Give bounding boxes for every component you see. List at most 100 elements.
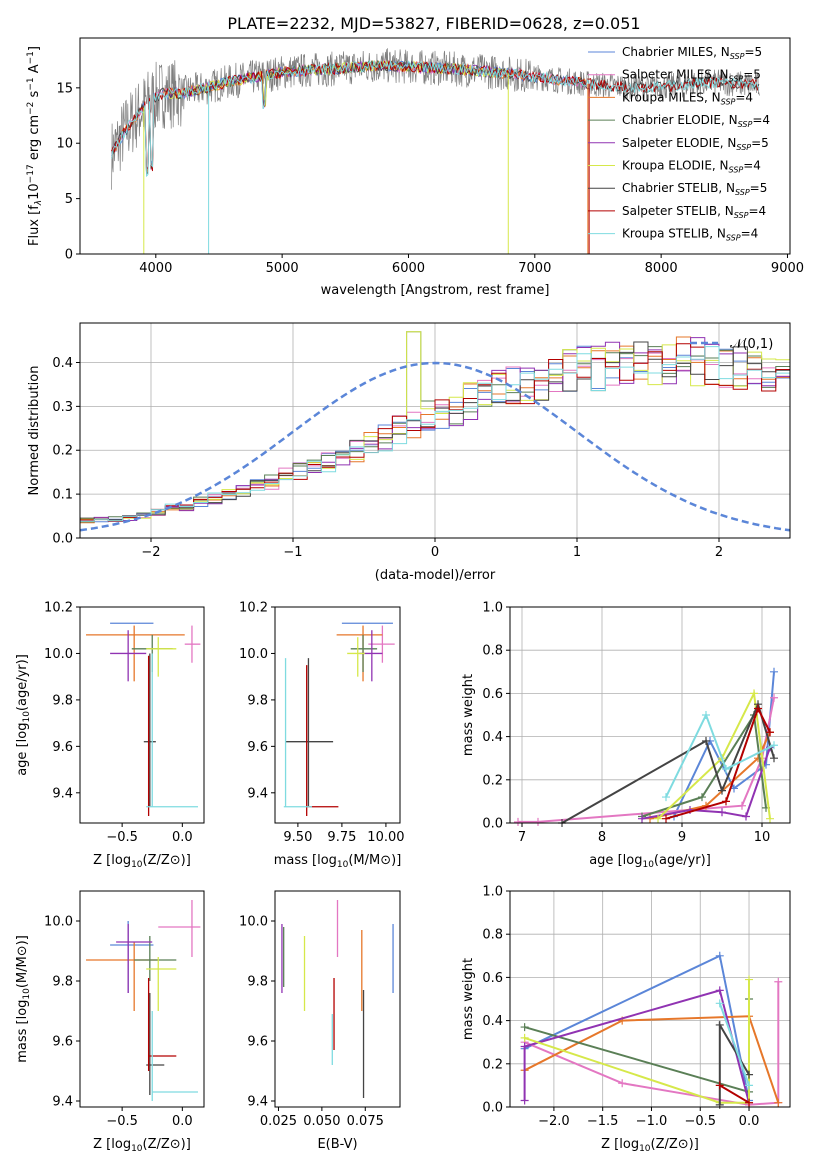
series-marker (638, 814, 646, 823)
errorbar-kroupa-elodie (146, 637, 177, 677)
series-marker (742, 812, 750, 821)
series-marker (718, 786, 726, 795)
x-tick-label: 9 (678, 830, 686, 845)
series-marker (745, 1081, 754, 1090)
y-tick-label: 0.4 (52, 356, 73, 371)
series-marker (715, 986, 724, 995)
series-salpeter-stelib (715, 1081, 754, 1107)
panel-weight_vs_Z: −2.0 −1.5 −1.0 −0.5 0.0 0.0 0.2 0.4 0.6 0.8 1.0 Z [… (461, 885, 791, 1154)
y-tick-label: 0.3 (52, 400, 73, 415)
spectrum-xlabel: wavelength [Angstrom, rest frame] (321, 283, 550, 298)
x-tick-label: 4000 (139, 261, 172, 276)
legend-label-kroupa-elodie-n: Kroupa ELODIE, NSSP=4 (622, 159, 761, 175)
errorbar-salpeter-stelib (306, 665, 339, 817)
series-marker (745, 1070, 754, 1079)
chart-layer: 4000 5000 6000 7000 8000 9000051015wavelength… (15, 37, 804, 1154)
errorbar-chabrier-stelib (143, 653, 156, 807)
y-tick-label: 9.8 (247, 693, 268, 708)
x-tick-label: −2 (141, 545, 160, 560)
legend-label-salpeter-elodie-n: Salpeter ELODIE, NSSP=5 (622, 136, 769, 152)
y-tick-label: 0.4 (482, 730, 503, 745)
x-tick-label: 6000 (392, 261, 425, 276)
legend-label-salpeter-stelib-n: Salpeter STELIB, NSSP=4 (622, 204, 766, 220)
series-line (665, 712, 775, 798)
y-tick-label: 0.0 (482, 817, 503, 832)
x-tick-label: −2.0 (538, 1114, 570, 1129)
age_vs_Z-ylabel: age [log10(age/yr)] (15, 654, 32, 776)
residuals-xlabel: (data-model)/error (375, 568, 496, 583)
axes-frame (79, 890, 205, 1108)
series-marker (774, 1098, 783, 1107)
plot-area (514, 667, 778, 827)
x-tick-label: −0.5 (106, 830, 138, 845)
x-tick-label: 2 (715, 545, 723, 560)
series-salpeter-elodie (520, 986, 754, 1107)
series-marker (514, 817, 522, 826)
x-tick-label: 0.0 (172, 1114, 193, 1129)
panel-spectrum: 4000 5000 6000 7000 8000 9000 0 5 10 15 wavelength… (26, 37, 804, 298)
series-marker (520, 1033, 529, 1042)
y-tick-label: 5 (65, 192, 73, 207)
legend-label-chabrier-stelib-n: Chabrier STELIB, NSSP=5 (622, 181, 767, 197)
errorbar-salpeter-miles (158, 900, 201, 957)
errorbar-salpeter-stelib (147, 978, 177, 1071)
y-tick-label: 0.8 (482, 644, 503, 659)
series-line (719, 1084, 750, 1104)
x-tick-label: −1.5 (587, 1114, 619, 1129)
series-kroupa-stelib (715, 999, 754, 1090)
histogram-salpeter-stelib (80, 343, 790, 522)
model-spectrum-kroupa-elodie (167, 60, 510, 107)
errorbar-kroupa-elodie (146, 957, 177, 1011)
panel-mass_vs_ebv: 0.025 0.050 0.075 9.4 9.6 9.8 10.0 E(B-V) (239, 890, 401, 1152)
y-tick-label: 0.4 (482, 1014, 503, 1029)
y-tick-label: 15 (56, 81, 73, 96)
series-line (524, 999, 750, 1094)
y-tick-label: 0.0 (52, 532, 73, 547)
histogram-chabrier-stelib (80, 341, 790, 521)
model-spectrum-kroupa-stelib (111, 59, 760, 178)
x-tick-label: 1 (573, 545, 581, 560)
y-tick-label: 9.6 (52, 1035, 73, 1050)
series-line (524, 979, 750, 1104)
series-marker (715, 1020, 724, 1029)
x-tick-label: −0.5 (684, 1114, 716, 1129)
series-marker (702, 736, 710, 745)
x-tick-label: 10 (754, 830, 771, 845)
x-tick-label: 7 (518, 830, 526, 845)
plot-area (281, 900, 394, 1098)
axes-frame (509, 890, 791, 1108)
y-tick-label: 0.2 (52, 444, 73, 459)
series-marker (770, 693, 778, 702)
series-marker (662, 814, 670, 823)
panel-age_vs_mass: 9.50 9.75 10.00 9.4 9.6 9.8 10.0 10.2 mass [log1… (239, 601, 404, 871)
series-marker (520, 1023, 529, 1032)
axes-frame (79, 37, 791, 255)
spectrum-ylabel: Flux [fλ10−17 erg cm−2 s−1 A−1] (26, 46, 44, 246)
spectrum-legend: Chabrier MILES, NSSP=5 Salpeter MILES, NS… (588, 45, 770, 243)
series-marker (718, 808, 726, 817)
series-marker (738, 801, 746, 810)
y-tick-label: 10.0 (44, 647, 73, 662)
plot-area (111, 48, 760, 254)
errorbar-salpeter-miles (368, 625, 395, 663)
plot-area (520, 951, 783, 1109)
legend-normal-label: 𝒩(0,1) (730, 337, 773, 352)
errorbar-salpeter-miles (184, 625, 201, 663)
x-tick-label: 0 (431, 545, 439, 560)
errorbar-salpeter-elodie (110, 630, 147, 682)
y-tick-label: 9.4 (247, 786, 268, 801)
axes-frame (79, 322, 791, 539)
y-tick-label: 9.6 (247, 740, 268, 755)
y-tick-label: 1.0 (482, 885, 503, 900)
histogram-kroupa-elodie (80, 331, 790, 522)
y-tick-label: 10.2 (44, 601, 73, 616)
y-tick-label: 10.0 (44, 915, 73, 930)
y-tick-label: 0.6 (482, 687, 503, 702)
series-kroupa-elodie (654, 689, 774, 823)
errorbar-kroupa-stelib (283, 658, 312, 808)
plot-area (86, 622, 201, 817)
series-marker (770, 667, 778, 676)
x-tick-label: 5000 (266, 261, 299, 276)
y-tick-label: 9.6 (247, 1035, 268, 1050)
series-line (665, 705, 771, 820)
